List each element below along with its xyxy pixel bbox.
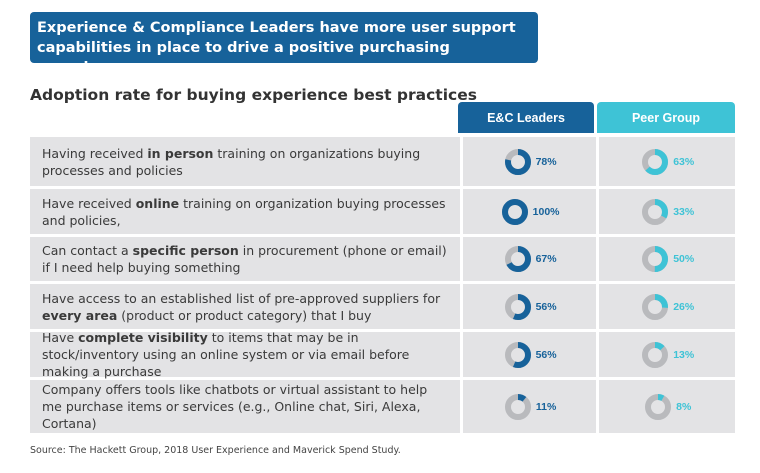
label-emphasis: complete visibility xyxy=(78,330,208,345)
practice-label: Company offers tools like chatbots or vi… xyxy=(30,380,460,433)
leaders-value: 100% xyxy=(532,205,560,218)
table-row: Have access to an established list of pr… xyxy=(30,284,735,329)
table-row: Have complete visibility to items that m… xyxy=(30,330,735,379)
leaders-donut xyxy=(504,148,531,175)
peer-donut xyxy=(642,341,669,368)
source-note: Source: The Hackett Group, 2018 User Exp… xyxy=(30,445,401,456)
donut-value-arc xyxy=(642,148,669,175)
label-text: Can contact a xyxy=(42,243,133,258)
peer-value: 13% xyxy=(673,348,695,361)
leaders-cell: 67% xyxy=(462,237,597,281)
peer-value: 26% xyxy=(673,300,695,313)
donut-value-arc xyxy=(645,393,672,420)
leaders-donut xyxy=(504,293,531,320)
leaders-value: 56% xyxy=(535,300,557,313)
peer-cell: 26% xyxy=(599,284,735,329)
donut-value-arc xyxy=(642,246,669,272)
peer-donut xyxy=(642,246,669,272)
leaders-value: 56% xyxy=(535,348,557,361)
table-title: Adoption rate for buying experience best… xyxy=(30,86,477,104)
practice-label: Have received online training on organiz… xyxy=(30,189,460,234)
donut-value-arc xyxy=(642,341,669,368)
table-row: Have received online training on organiz… xyxy=(30,189,735,234)
leaders-donut xyxy=(501,198,528,225)
donut-value-arc xyxy=(504,341,531,368)
label-text: Have received xyxy=(42,195,136,211)
leaders-value: 67% xyxy=(535,253,557,265)
label-text: to items that may be in stock/inventory … xyxy=(42,330,410,379)
donut-value-arc xyxy=(504,246,531,272)
peer-value: 33% xyxy=(673,205,695,218)
peer-value: 50% xyxy=(673,253,695,265)
leaders-cell: 11% xyxy=(462,380,597,433)
peer-cell: 13% xyxy=(599,332,735,377)
column-header-peer: Peer Group xyxy=(597,102,735,133)
label-text: Having received xyxy=(42,145,148,161)
leaders-value: 78% xyxy=(535,155,557,168)
donut-value-arc xyxy=(504,148,531,175)
peer-value: 8% xyxy=(676,400,692,413)
label-text: in procurement (phone or email) if I nee… xyxy=(42,243,447,275)
table-row: Company offers tools like chatbots or vi… xyxy=(30,380,735,433)
peer-cell: 63% xyxy=(599,137,735,186)
donut-value-arc xyxy=(642,198,669,225)
label-text: Have xyxy=(42,330,79,345)
headline-banner: Experience & Compliance Leaders have mor… xyxy=(30,12,538,76)
label-text: training on organization buying processe… xyxy=(42,195,446,228)
leaders-donut xyxy=(504,341,531,368)
donut-value-arc xyxy=(642,293,669,320)
label-emphasis: every area xyxy=(42,307,118,323)
label-text: (product or product category) that I buy xyxy=(117,307,372,323)
donut-value-arc xyxy=(504,293,531,320)
table-row: Having received in person training on or… xyxy=(30,137,735,186)
donut-value-arc xyxy=(501,198,528,225)
leaders-cell: 78% xyxy=(462,137,597,186)
practice-label: Can contact a specific person in procure… xyxy=(30,237,460,281)
label-emphasis: in person xyxy=(147,145,214,161)
peer-donut xyxy=(645,393,672,420)
leaders-cell: 56% xyxy=(462,284,597,329)
leaders-cell: 56% xyxy=(462,332,597,377)
peer-cell: 8% xyxy=(599,380,735,433)
peer-value: 63% xyxy=(673,155,695,168)
practice-label: Have complete visibility to items that m… xyxy=(30,330,460,379)
label-text: Company offers tools like chatbots or vi… xyxy=(42,382,428,431)
peer-donut xyxy=(642,198,669,225)
leaders-cell: 100% xyxy=(462,189,597,234)
peer-cell: 33% xyxy=(599,189,735,234)
leaders-value: 11% xyxy=(535,400,557,413)
label-text: training on organizations buying process… xyxy=(42,145,421,178)
label-emphasis: specific person xyxy=(132,243,239,258)
label-text: Have access to an established list of pr… xyxy=(42,290,441,306)
label-emphasis: online xyxy=(135,195,180,211)
practice-label: Have access to an established list of pr… xyxy=(30,284,460,329)
table-row: Can contact a specific person in procure… xyxy=(30,237,735,281)
column-header-leaders: E&C Leaders xyxy=(458,102,594,133)
donut-value-arc xyxy=(504,393,531,420)
peer-donut xyxy=(642,293,669,320)
peer-cell: 50% xyxy=(599,237,735,281)
leaders-donut xyxy=(504,246,531,272)
leaders-donut xyxy=(504,393,531,420)
practice-label: Having received in person training on or… xyxy=(30,137,460,186)
peer-donut xyxy=(642,148,669,175)
